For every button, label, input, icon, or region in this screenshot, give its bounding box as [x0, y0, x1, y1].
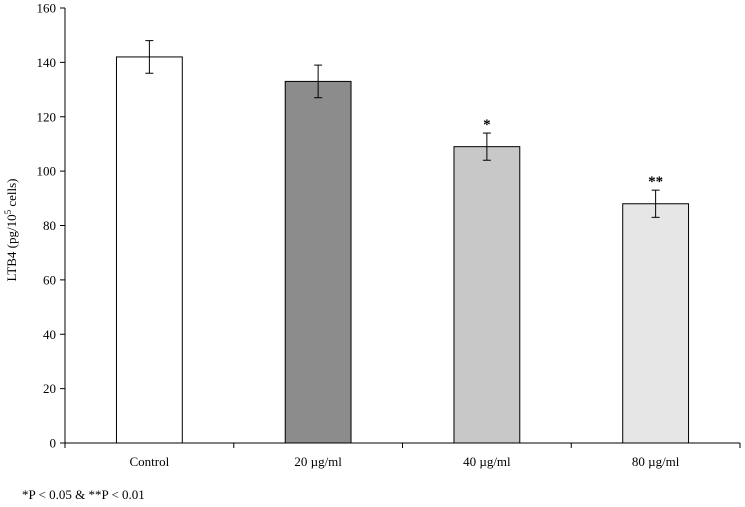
y-tick-label-120: 120 — [37, 109, 57, 124]
x-category-label-2: 40 µg/ml — [463, 454, 511, 469]
bar-2 — [453, 146, 521, 444]
error-bars — [145, 40, 660, 218]
footnote: *P < 0.05 & **P < 0.01 — [22, 487, 145, 502]
y-tick-label-20: 20 — [43, 381, 56, 396]
y-axis-title-main: LTB4 (pg/10 — [4, 214, 19, 281]
y-tick-label-0: 0 — [50, 436, 57, 451]
significance-2: * — [483, 117, 491, 133]
bars — [115, 56, 690, 444]
significance-markers: *** — [483, 117, 663, 190]
y-tick-label-80: 80 — [43, 218, 56, 233]
y-axis: 0 20 40 60 80 100 120 140 160 — [37, 1, 66, 451]
x-axis: Control 20 µg/ml 40 µg/ml 80 µg/ml — [64, 442, 741, 469]
y-axis-title: LTB4 (pg/105 cells) — [3, 179, 19, 282]
y-tick-label-60: 60 — [43, 272, 56, 287]
y-tick-label-160: 160 — [37, 1, 57, 16]
x-category-label-3: 80 µg/ml — [632, 454, 680, 469]
y-tick-label-40: 40 — [43, 327, 56, 342]
bar-3 — [622, 203, 690, 444]
y-axis-title-superscript: 5 — [3, 209, 13, 214]
y-axis-title-tail: cells) — [4, 179, 19, 210]
y-tick-label-100: 100 — [37, 164, 57, 179]
y-tick-label-140: 140 — [37, 55, 57, 70]
bar-0 — [115, 56, 183, 444]
x-category-label-0: Control — [130, 454, 170, 469]
x-category-label-1: 20 µg/ml — [294, 454, 342, 469]
bar-1 — [284, 80, 352, 444]
significance-3: ** — [648, 174, 663, 190]
